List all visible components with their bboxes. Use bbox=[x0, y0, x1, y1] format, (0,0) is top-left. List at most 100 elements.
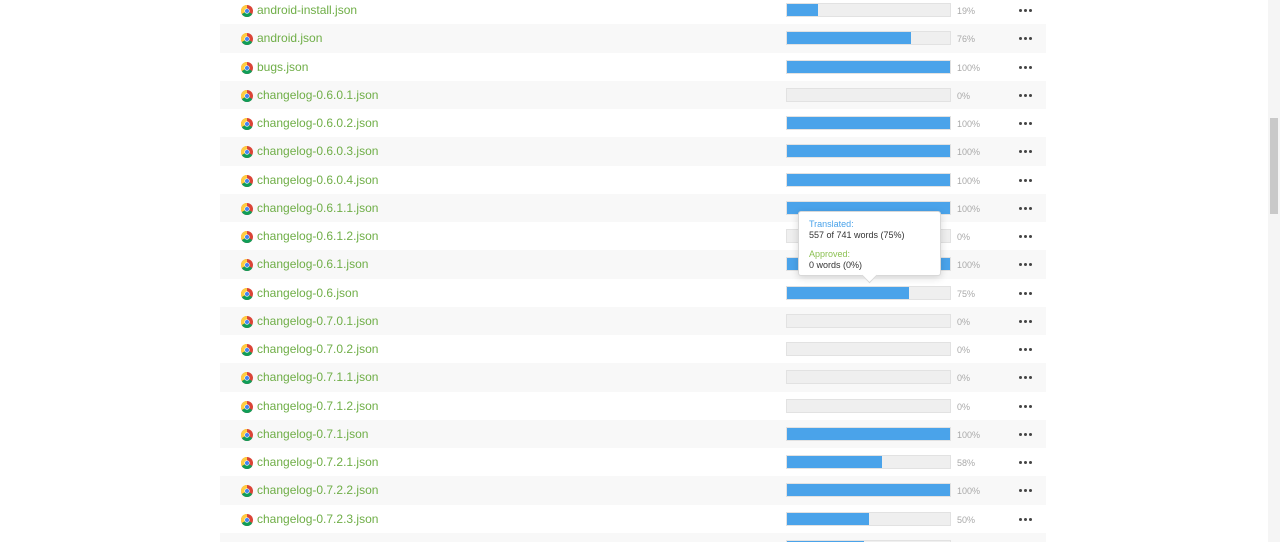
more-dot bbox=[1029, 319, 1032, 323]
more-dot bbox=[1029, 206, 1032, 210]
more-dot bbox=[1029, 263, 1032, 267]
translation-progress-bar[interactable] bbox=[786, 398, 951, 413]
more-dots-icon[interactable] bbox=[1015, 400, 1037, 412]
file-name-link[interactable]: changelog-0.6.0.3.json bbox=[257, 144, 379, 159]
more-dot bbox=[1024, 9, 1027, 12]
progress-fill bbox=[787, 32, 911, 45]
file-name-link[interactable]: changelog-0.6.0.2.json bbox=[257, 116, 379, 130]
tooltip-approved-label: Approved: bbox=[809, 249, 851, 259]
file-name-link[interactable]: changelog-0.7.0.1.json bbox=[257, 313, 379, 328]
vertical-scrollbar[interactable] bbox=[1268, 0, 1280, 542]
progress-fill bbox=[787, 286, 910, 299]
chrome-icon bbox=[241, 202, 253, 215]
more-dots-icon[interactable] bbox=[1015, 513, 1037, 525]
tooltip-translated-value: 557 of 741 words (75%) bbox=[809, 230, 905, 240]
more-dots-icon[interactable] bbox=[1015, 230, 1037, 242]
file-name-link[interactable]: changelog-0.6.0.1.json bbox=[257, 87, 379, 102]
file-row: changelog-0.6.json 75% bbox=[220, 279, 1046, 307]
more-dots-icon[interactable] bbox=[1015, 484, 1037, 496]
more-dots-icon[interactable] bbox=[1015, 174, 1037, 186]
chrome-icon bbox=[241, 457, 253, 469]
more-dot bbox=[1019, 263, 1022, 267]
more-dots-icon[interactable] bbox=[1015, 61, 1037, 73]
progress-fill bbox=[787, 173, 950, 186]
translation-progress-bar[interactable] bbox=[786, 144, 951, 159]
file-name-link[interactable]: changelog-0.6.1.json bbox=[257, 257, 369, 272]
more-dot bbox=[1019, 291, 1022, 295]
more-dots-icon[interactable] bbox=[1015, 258, 1037, 270]
progress-fill bbox=[787, 145, 950, 158]
chrome-icon bbox=[241, 146, 253, 159]
more-dot bbox=[1019, 461, 1022, 464]
file-name-link[interactable]: android-install.json bbox=[257, 3, 358, 17]
file-row: changelog-0.7.2.1.json 58% bbox=[220, 448, 1046, 476]
file-name-link[interactable]: changelog-0.7.1.json bbox=[257, 426, 369, 441]
translation-progress-bar[interactable] bbox=[786, 539, 951, 542]
translation-progress-bar[interactable] bbox=[786, 285, 951, 300]
translation-progress-bar[interactable] bbox=[786, 31, 951, 46]
more-dots-icon[interactable] bbox=[1015, 32, 1037, 44]
more-dot bbox=[1019, 432, 1022, 436]
more-dots-icon[interactable] bbox=[1015, 456, 1037, 468]
file-name-link[interactable]: changelog-0.7.1.1.json bbox=[257, 370, 379, 385]
more-dots-icon[interactable] bbox=[1015, 117, 1037, 129]
more-dot bbox=[1019, 93, 1022, 97]
translation-progress-bar[interactable] bbox=[786, 483, 951, 498]
file-name-link[interactable]: android.json bbox=[257, 31, 323, 46]
more-dots-icon[interactable] bbox=[1015, 89, 1037, 101]
tooltip-translated-label: Translated: bbox=[809, 219, 854, 229]
more-dot bbox=[1019, 206, 1022, 210]
translation-progress-bar[interactable] bbox=[786, 3, 951, 17]
file-name-link[interactable]: changelog-0.7.1.2.json bbox=[257, 398, 379, 413]
translation-progress-bar[interactable] bbox=[786, 342, 951, 356]
scrollbar-thumb[interactable] bbox=[1270, 118, 1278, 214]
file-name-link[interactable]: changelog-0.7.2.1.json bbox=[257, 455, 379, 469]
more-dot bbox=[1024, 348, 1027, 351]
file-row: changelog-0.7.1.json 100% bbox=[220, 419, 1046, 448]
more-dot bbox=[1024, 319, 1027, 323]
file-row: changelog-0.7.2.2.json 100% bbox=[220, 476, 1046, 505]
progress-percent: 0% bbox=[957, 90, 971, 101]
translation-progress-bar[interactable] bbox=[786, 511, 951, 526]
chrome-icon bbox=[241, 5, 253, 17]
progress-percent: 58% bbox=[957, 458, 976, 468]
translation-progress-bar[interactable] bbox=[786, 426, 951, 441]
file-name-link[interactable]: changelog-0.7.2.3.json bbox=[257, 511, 379, 526]
more-dots-icon[interactable] bbox=[1015, 371, 1037, 383]
translation-progress-bar[interactable] bbox=[786, 370, 951, 385]
translation-progress-bar[interactable] bbox=[786, 172, 951, 187]
translation-progress-bar[interactable] bbox=[786, 59, 951, 74]
more-dot bbox=[1024, 178, 1027, 182]
translation-progress-bar[interactable] bbox=[786, 87, 951, 102]
more-dots-icon[interactable] bbox=[1015, 315, 1037, 327]
progress-percent: 50% bbox=[957, 514, 976, 525]
file-name-link[interactable]: bugs.json bbox=[257, 59, 309, 74]
more-dots-icon[interactable] bbox=[1015, 202, 1037, 214]
more-dots-icon[interactable] bbox=[1015, 145, 1037, 157]
more-dots-icon[interactable] bbox=[1015, 428, 1037, 440]
progress-percent: 76% bbox=[957, 34, 976, 45]
more-dot bbox=[1029, 348, 1032, 351]
file-name-link[interactable]: changelog-0.6.0.4.json bbox=[257, 172, 379, 187]
more-dot bbox=[1029, 376, 1032, 380]
translation-progress-bar[interactable] bbox=[786, 313, 951, 328]
translation-progress-bar[interactable] bbox=[786, 116, 951, 130]
file-name-link[interactable]: changelog-0.7.0.2.json bbox=[257, 342, 379, 356]
file-name-link[interactable]: changelog-0.6.json bbox=[257, 285, 359, 300]
file-name-link[interactable]: changelog-0.7.2.2.json bbox=[257, 483, 379, 498]
file-name-link[interactable]: changelog-0.6.1.1.json bbox=[257, 200, 379, 215]
more-dot bbox=[1029, 404, 1032, 408]
translation-progress-bar[interactable] bbox=[786, 455, 951, 469]
chrome-icon bbox=[241, 259, 253, 272]
more-dot bbox=[1024, 150, 1027, 154]
progress-percent: 100% bbox=[957, 203, 981, 214]
file-name-link[interactable]: changelog-0.6.1.2.json bbox=[257, 229, 379, 243]
more-dot bbox=[1019, 122, 1022, 125]
progress-tooltip: Translated: 557 of 741 words (75%) Appro… bbox=[798, 211, 941, 276]
more-dot bbox=[1019, 9, 1022, 12]
more-dots-icon[interactable] bbox=[1015, 4, 1037, 16]
more-dots-icon[interactable] bbox=[1015, 287, 1037, 299]
more-dot bbox=[1024, 37, 1027, 41]
more-dots-icon[interactable] bbox=[1015, 343, 1037, 355]
progress-percent: 0% bbox=[957, 316, 971, 327]
